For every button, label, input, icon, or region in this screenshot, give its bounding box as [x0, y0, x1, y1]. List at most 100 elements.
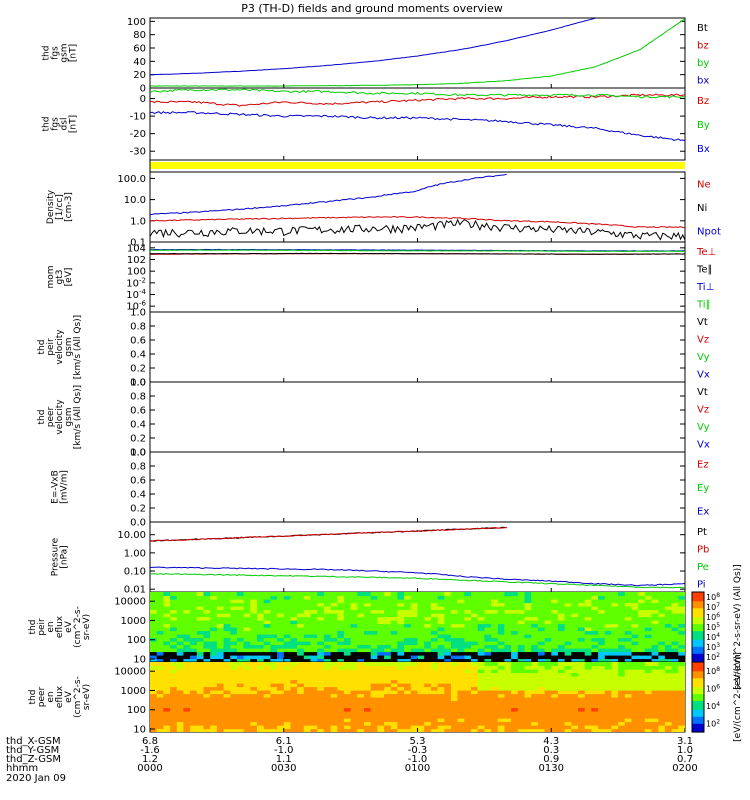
x-axis-value: 4.3: [543, 736, 559, 747]
heatmap-cell: [517, 651, 526, 656]
heatmap-cell: [337, 655, 345, 660]
heatmap-cell: [190, 648, 198, 653]
heatmap-cell: [257, 630, 265, 635]
heatmap-cell: [257, 707, 265, 712]
heatmap-cell: [337, 641, 345, 646]
heatmap-cell: [350, 686, 358, 691]
heatmap-cell: [564, 683, 572, 688]
heatmap-cell: [404, 665, 412, 670]
heatmap-cell: [317, 630, 325, 635]
heatmap-cell: [297, 613, 305, 618]
y-tick-label: 0.01: [124, 585, 146, 596]
heatmap-cell: [544, 714, 552, 719]
heatmap-cell: [210, 711, 218, 716]
heatmap-cell: [471, 655, 479, 660]
heatmap-cell: [297, 690, 305, 695]
heatmap-cell: [330, 641, 338, 646]
heatmap-cell: [216, 711, 225, 716]
heatmap-cell: [417, 595, 425, 600]
x-axis-row-label: hhmm: [6, 763, 38, 774]
heatmap-cell: [537, 704, 546, 709]
heatmap-cell: [410, 616, 419, 621]
heatmap-cell: [484, 665, 492, 670]
heatmap-cell: [624, 616, 633, 621]
heatmap-cell: [624, 620, 633, 625]
heatmap-cell: [571, 637, 579, 642]
heatmap-cell: [424, 602, 432, 607]
heatmap-cell: [511, 616, 519, 621]
heatmap-cell: [651, 620, 659, 625]
heatmap-cell: [410, 665, 419, 670]
heatmap-cell: [364, 690, 372, 695]
heatmap-cell: [337, 658, 345, 662]
heatmap-cell: [156, 637, 164, 642]
heatmap-cell: [270, 725, 278, 730]
heatmap-cell: [631, 620, 639, 625]
heatmap-cell: [176, 641, 185, 646]
heatmap-cell: [644, 637, 653, 642]
heatmap-cell: [578, 707, 586, 712]
heatmap-cell: [397, 630, 405, 635]
heatmap-cell: [210, 644, 218, 649]
heatmap-cell: [591, 697, 599, 702]
heatmap-cell: [230, 609, 238, 614]
heatmap-cell: [297, 644, 305, 649]
heatmap-cell: [323, 627, 332, 632]
heatmap-cell: [424, 609, 432, 614]
heatmap-cell: [357, 616, 365, 621]
heatmap-cell: [444, 620, 452, 625]
heatmap-cell: [598, 648, 606, 653]
heatmap-cell: [457, 613, 465, 618]
heatmap-cell: [417, 711, 425, 716]
heatmap-cell: [350, 620, 358, 625]
heatmap-cell: [604, 725, 613, 730]
colorbar-segment: [692, 677, 704, 681]
y-tick-label: 0: [140, 94, 146, 105]
heatmap-cell: [531, 623, 539, 628]
heatmap-cell: [364, 641, 372, 646]
heatmap-cell: [216, 599, 225, 604]
heatmap-cell: [310, 690, 318, 695]
heatmap-cell: [176, 697, 185, 702]
heatmap-cell: [624, 651, 633, 656]
heatmap-cell: [417, 665, 425, 670]
heatmap-cell: [190, 658, 198, 662]
heatmap-cell: [430, 623, 439, 628]
heatmap-cell: [537, 672, 546, 677]
heatmap-cell: [651, 700, 659, 705]
legend-label: Ne: [697, 180, 711, 191]
heatmap-cell: [243, 662, 251, 667]
heatmap-cell: [203, 690, 211, 695]
heatmap-cell: [464, 665, 472, 670]
heatmap-cell: [537, 676, 546, 681]
colorbar-segment: [692, 648, 704, 651]
heatmap-cell: [203, 599, 211, 604]
heatmap-cell: [163, 620, 171, 625]
heatmap-cell: [263, 683, 271, 688]
heatmap-cell: [277, 711, 285, 716]
heatmap-cell: [377, 609, 385, 614]
heatmap-cell: [517, 627, 526, 632]
heatmap-cell: [464, 592, 472, 597]
heatmap-cell: [323, 602, 332, 607]
heatmap-cell: [183, 690, 191, 695]
x-axis-value: 1.0: [677, 745, 693, 756]
legend-label: Te∥: [696, 264, 713, 275]
heatmap-cell: [477, 634, 485, 639]
heatmap-cell: [163, 704, 171, 709]
heatmap-cell: [571, 718, 579, 723]
heatmap-cell: [671, 595, 679, 600]
heatmap-cell: [604, 721, 613, 726]
heatmap-cell: [417, 651, 425, 656]
heatmap-cell: [397, 704, 405, 709]
heatmap-cell: [236, 714, 245, 719]
heatmap-cell: [243, 707, 251, 712]
heatmap-cell: [644, 655, 653, 660]
heatmap-cell: [163, 697, 171, 702]
heatmap-cell: [303, 616, 312, 621]
heatmap-cell: [317, 609, 325, 614]
heatmap-cell: [203, 714, 211, 719]
heatmap-cell: [504, 707, 512, 712]
heatmap-cell: [210, 704, 218, 709]
